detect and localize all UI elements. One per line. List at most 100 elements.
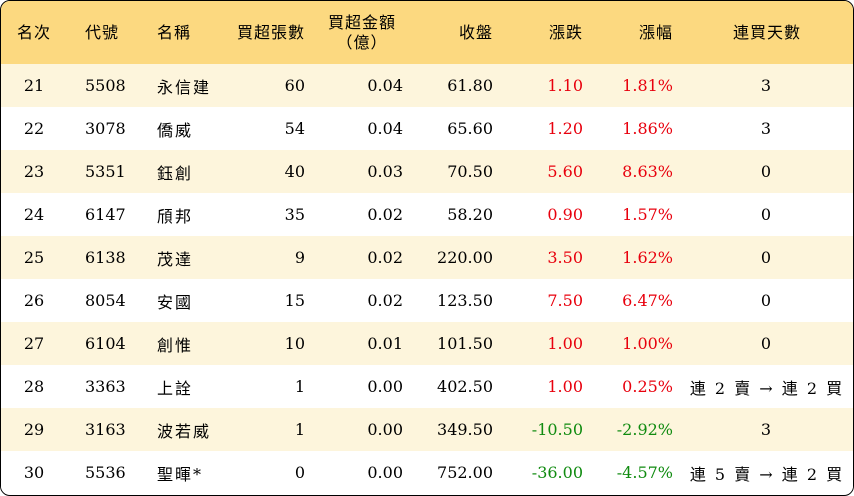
cell-name: 頎邦 [157,206,194,226]
cell-pct: -2.92% [616,420,673,439]
cell-change: 3.50 [547,248,583,267]
cell-pct: 1.86% [622,119,673,138]
cell-code: 6147 [85,205,126,224]
cell-close: 752.00 [437,463,493,482]
cell-consecutive-days: 0 [760,248,774,267]
cell-consecutive-days: 3 [760,420,774,439]
cell-change: -10.50 [531,420,583,439]
cell-name: 上詮 [157,378,194,398]
cell-consecutive-days: 0 [760,162,774,181]
cell-buy-amount: 0.01 [367,334,403,353]
cell-close: 402.50 [437,377,493,396]
table-row: 27 6104 創惟 10 0.01 101.50 1.00 1.00% 0 [1,322,853,365]
cell-buy-lots: 15 [284,291,305,310]
cell-close: 70.50 [447,162,493,181]
table-row: 28 3363 上詮 1 0.00 402.50 1.00 0.25% 連 2 … [1,365,853,408]
cell-rank: 22 [23,119,45,138]
cell-buy-amount: 0.00 [367,420,403,439]
cell-buy-amount: 0.04 [367,76,403,95]
header-row: 名次 代號 名稱 買超張數 買超金額 （億） 收盤 漲跌 漲幅 連買天數 [1,1,853,64]
header-consecutive-days: 連買天數 [732,22,801,42]
cell-pct: 8.63% [622,162,673,181]
header-buy-amount: 買超金額 （億） [313,1,411,64]
cell-consecutive-days: 0 [760,334,774,353]
cell-rank: 30 [23,463,45,482]
cell-consecutive-days: 連 5 賣 → 連 2 買 [689,464,845,484]
cell-pct: 6.47% [622,291,673,310]
table-row: 22 3078 僑威 54 0.04 65.60 1.20 1.86% 3 [1,107,853,150]
cell-code: 3363 [85,377,126,396]
table-row: 23 5351 鈺創 40 0.03 70.50 5.60 8.63% 0 [1,150,853,193]
cell-close: 101.50 [437,334,493,353]
cell-rank: 26 [23,291,45,310]
header-buy-lots: 買超張數 [236,22,305,42]
cell-buy-amount: 0.02 [367,248,403,267]
cell-code: 8054 [85,291,126,310]
cell-pct: 1.00% [622,334,673,353]
cell-close: 123.50 [437,291,493,310]
cell-close: 220.00 [437,248,493,267]
cell-buy-lots: 10 [284,334,305,353]
cell-code: 6138 [85,248,126,267]
header-change: 漲跌 [548,22,583,42]
cell-code: 5351 [85,162,126,181]
cell-code: 6104 [85,334,126,353]
cell-change: 1.20 [547,119,583,138]
cell-name: 永信建 [157,77,212,97]
cell-buy-amount: 0.04 [367,119,403,138]
cell-name: 鈺創 [157,163,194,183]
cell-close: 61.80 [447,76,493,95]
cell-pct: 0.25% [622,377,673,396]
cell-rank: 27 [23,334,45,353]
cell-buy-amount: 0.02 [367,205,403,224]
cell-name: 茂達 [157,249,194,269]
cell-close: 65.60 [447,119,493,138]
header-name: 名稱 [157,22,192,42]
header-rank: 名次 [16,22,51,42]
table-row: 21 5508 永信建 60 0.04 61.80 1.10 1.81% 3 [1,64,853,107]
cell-change: -36.00 [531,463,583,482]
cell-pct: -4.57% [616,463,673,482]
cell-pct: 1.57% [622,205,673,224]
cell-change: 5.60 [547,162,583,181]
cell-rank: 29 [23,420,45,439]
cell-name: 創惟 [157,335,194,355]
table-row: 29 3163 波若威 1 0.00 349.50 -10.50 -2.92% … [1,408,853,451]
cell-buy-lots: 35 [284,205,305,224]
header-code: 代號 [85,22,120,42]
cell-rank: 25 [23,248,45,267]
cell-name: 聖暉* [157,464,204,484]
cell-change: 7.50 [547,291,583,310]
table-row: 26 8054 安國 15 0.02 123.50 7.50 6.47% 0 [1,279,853,322]
cell-name: 僑威 [157,120,194,140]
cell-rank: 21 [23,76,45,95]
cell-close: 349.50 [437,420,493,439]
cell-consecutive-days: 3 [760,76,774,95]
cell-pct: 1.62% [622,248,673,267]
cell-buy-lots: 1 [294,377,305,396]
cell-code: 5508 [85,76,126,95]
cell-buy-lots: 40 [284,162,305,181]
header-buy-amount-line1: 買超金額 [327,12,396,32]
cell-change: 1.00 [547,334,583,353]
cell-buy-amount: 0.00 [367,377,403,396]
cell-consecutive-days: 3 [760,119,774,138]
cell-name: 波若威 [157,421,212,441]
cell-rank: 23 [23,162,45,181]
table-row: 24 6147 頎邦 35 0.02 58.20 0.90 1.57% 0 [1,193,853,236]
cell-consecutive-days: 連 2 賣 → 連 2 買 [689,378,845,398]
cell-code: 5536 [85,463,126,482]
table-header: 名次 代號 名稱 買超張數 買超金額 （億） 收盤 漲跌 漲幅 連買天數 [1,1,853,64]
cell-buy-lots: 54 [284,119,305,138]
header-buy-amount-line2: （億） [336,32,388,52]
table-row: 25 6138 茂達 9 0.02 220.00 3.50 1.62% 0 [1,236,853,279]
cell-code: 3078 [85,119,126,138]
table-row: 30 5536 聖暉* 0 0.00 752.00 -36.00 -4.57% … [1,451,853,494]
cell-consecutive-days: 0 [760,205,774,224]
cell-change: 1.00 [547,377,583,396]
cell-close: 58.20 [447,205,493,224]
cell-buy-amount: 0.02 [367,291,403,310]
header-pct: 漲幅 [638,22,673,42]
